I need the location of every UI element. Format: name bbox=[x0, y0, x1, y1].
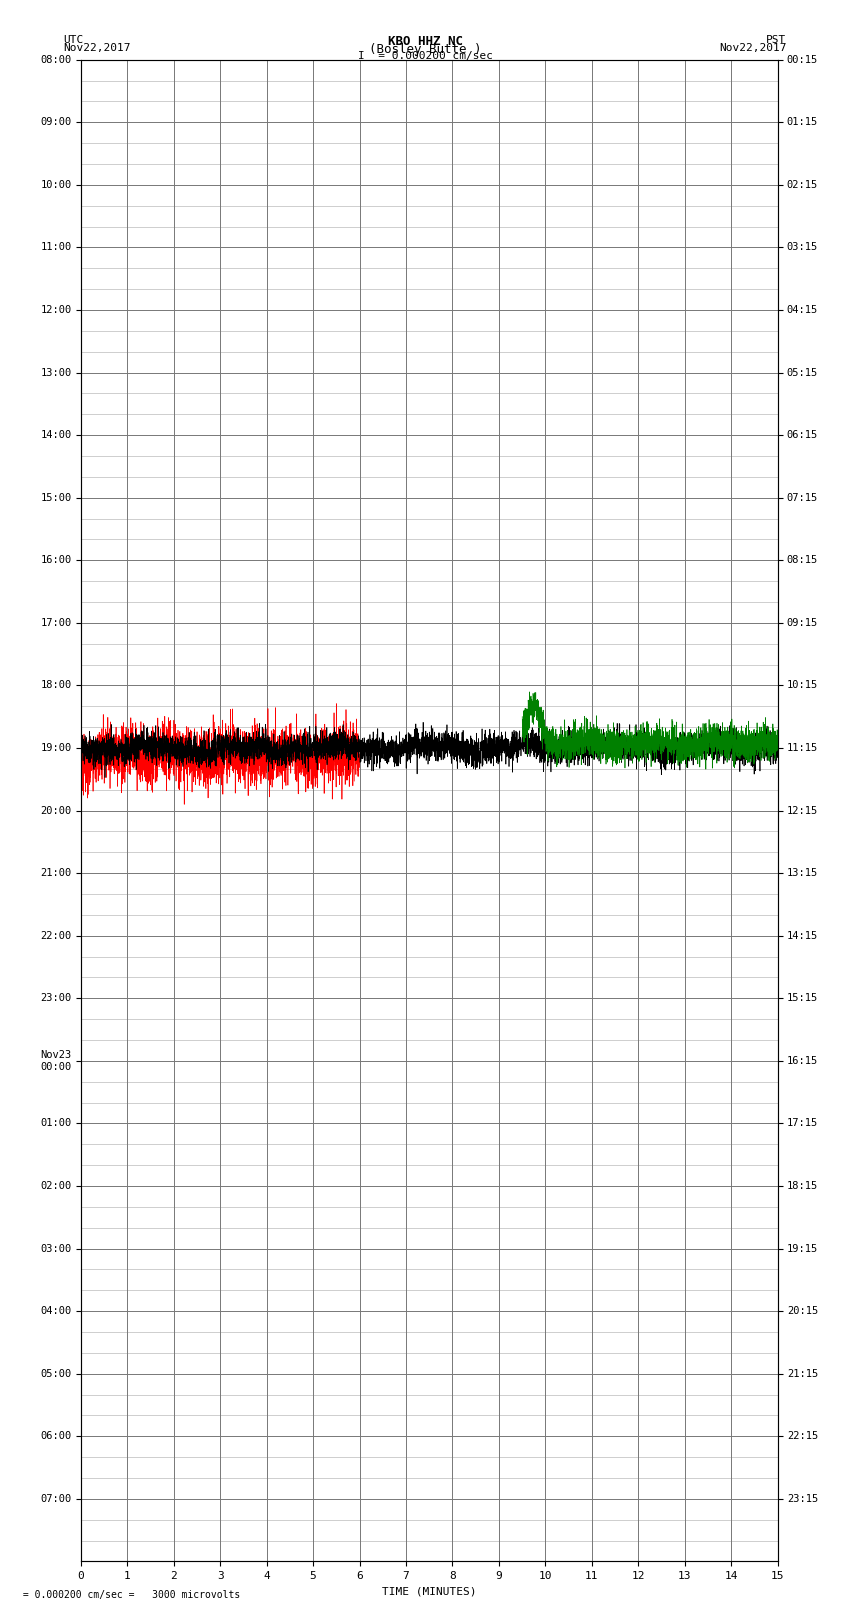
Text: KBO HHZ NC: KBO HHZ NC bbox=[388, 35, 462, 48]
Text: = 0.000200 cm/sec =   3000 microvolts: = 0.000200 cm/sec = 3000 microvolts bbox=[17, 1590, 241, 1600]
Text: Nov22,2017: Nov22,2017 bbox=[64, 44, 131, 53]
Text: (Bosley Butte ): (Bosley Butte ) bbox=[369, 44, 481, 56]
Text: Nov22,2017: Nov22,2017 bbox=[719, 44, 786, 53]
Text: UTC: UTC bbox=[64, 35, 84, 45]
Text: I  = 0.000200 cm/sec: I = 0.000200 cm/sec bbox=[358, 50, 492, 61]
X-axis label: TIME (MINUTES): TIME (MINUTES) bbox=[382, 1587, 477, 1597]
Text: PST: PST bbox=[766, 35, 786, 45]
